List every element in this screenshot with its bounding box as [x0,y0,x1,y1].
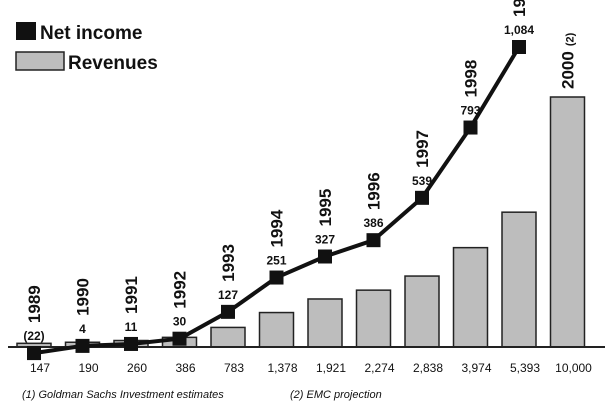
net-income-marker-1992 [172,331,187,346]
revenue-bar-1999 [501,211,537,348]
year-label-1993: 1993 [219,244,238,282]
revenue-label-1993: 783 [224,361,244,375]
net-income-label-1995: 327 [315,233,335,247]
net-income-marker-1998 [463,120,478,135]
year-label-text-1991: 1991 [122,276,141,314]
net-income-marker-1990 [75,338,90,353]
year-label-text-1990: 1990 [74,278,93,316]
year-label-1989: 1989 [25,285,44,323]
revenue-label-1998: 3,974 [461,361,491,375]
revenue-bar-1994 [258,311,295,348]
revenue-label-1999: 5,393 [510,361,540,375]
net-income-marker-1993 [221,304,235,319]
legend-swatch-net-income [16,22,36,40]
revenue-label-1995: 1,921 [316,361,346,375]
year-label-1998: 1998 [462,60,481,98]
net-income-marker-1995 [318,249,332,264]
net-income-label-1990: 4 [79,322,86,336]
net-income-label-1991: 11 [125,320,138,334]
year-label-text-2000: 2000 [559,51,578,89]
year-label-text-1996: 1996 [365,172,384,210]
year-label-text-1999: 1999 [510,0,529,17]
revenue-label-2000: 10,000 [555,361,592,375]
revenue-label-1997: 2,838 [413,361,443,375]
revenue-bar-1997 [404,275,440,348]
year-label-text-1993: 1993 [219,244,238,282]
year-label-2000: 2000 (2) [559,32,578,89]
net-income-label-1999: 1,084 [504,23,534,37]
net-income-label-1993: 127 [218,288,238,302]
net-income-label-1996: 386 [363,216,383,230]
year-label-text-1997: 1997 [413,130,432,168]
legend-label-revenues: Revenues [68,53,158,74]
year-label-1997: 1997 [413,130,432,168]
net-income-marker-1994 [269,270,284,285]
revenue-bar-1996 [355,289,392,348]
year-label-text-1989: 1989 [25,285,44,323]
year-label-1999: 1999(1) [510,0,529,17]
year-label-1991: 1991 [122,276,141,314]
legend: Net income Revenues [15,22,158,74]
net-income-marker-1999 [512,40,526,54]
revenue-bar-2000 [549,96,586,348]
net-income-marker-1991 [124,336,138,351]
net-income-label-1994: 251 [266,254,286,268]
revenue-label-1996: 2,274 [364,361,394,375]
year-label-text-1998: 1998 [462,60,481,98]
revenue-label-1990: 190 [78,361,98,375]
revenue-bar-1993 [210,326,246,348]
year-label-1994: 1994 [268,209,287,247]
net-income-marker-1997 [415,190,429,205]
revenue-label-1994: 1,378 [267,361,297,375]
year-label-text-1995: 1995 [316,189,335,227]
net-income-label-1998: 793 [460,104,480,118]
net-income-marker-1989 [27,346,41,361]
net-income-line [33,45,521,356]
legend-label-net-income: Net income [40,23,142,44]
net-income-marker-1996 [366,233,381,248]
year-label-1995: 1995 [316,189,335,227]
legend-swatch-revenues [15,51,65,71]
revenue-bar-1995 [307,298,343,348]
year-note-2000: (2) [565,32,577,46]
year-label-1996: 1996 [365,172,384,210]
revenue-bar-1998 [452,246,489,348]
year-label-1990: 1990 [74,278,93,316]
revenue-label-1992: 386 [175,361,195,375]
year-label-1992: 1992 [171,271,190,309]
footnote-2: (2) EMC projection [290,389,382,401]
revenue-label-1991: 260 [127,361,147,375]
revenue-label-1989: 147 [30,361,50,375]
net-income-label-1989: (22) [23,329,44,343]
footnote-1: (1) Goldman Sachs Investment estimates [22,389,224,401]
net-income-label-1992: 30 [173,315,187,329]
net-income-label-1997: 539 [412,174,432,188]
year-label-text-1992: 1992 [171,271,190,309]
year-label-text-1994: 1994 [268,209,287,247]
